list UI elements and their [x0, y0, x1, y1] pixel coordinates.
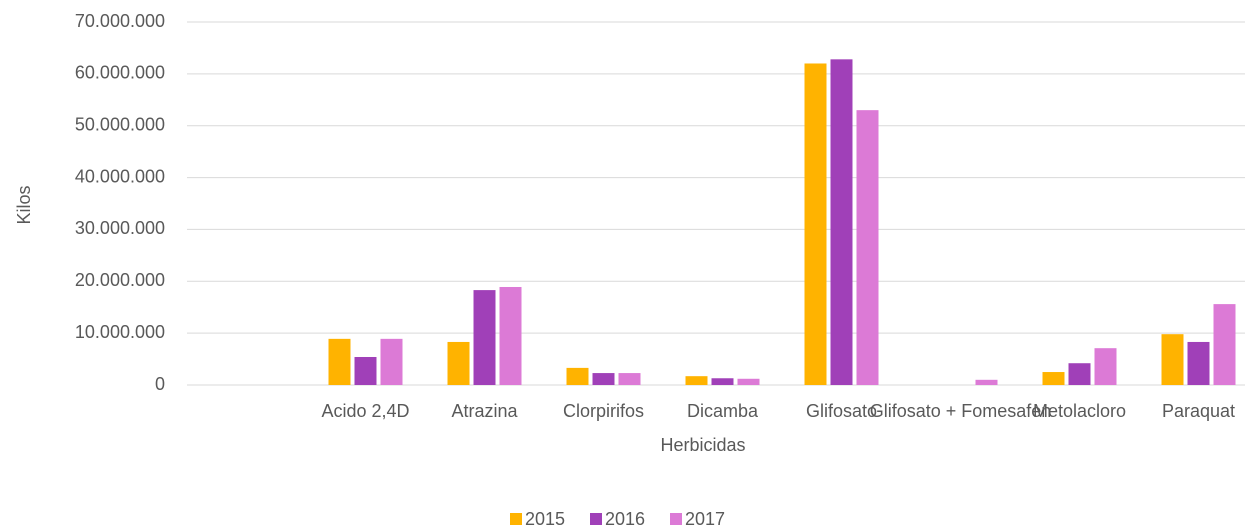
y-tick-label: 20.000.000	[75, 270, 165, 290]
bar	[592, 373, 615, 385]
bar	[447, 341, 470, 385]
x-tick-label: Clorpirifos	[563, 401, 644, 421]
x-tick-label: Atrazina	[451, 401, 518, 421]
bar	[856, 110, 879, 386]
bar	[1042, 372, 1065, 385]
bar	[711, 378, 734, 385]
bar	[328, 338, 351, 385]
bar	[354, 356, 377, 385]
bar	[1187, 341, 1210, 385]
y-tick-label: 0	[155, 374, 165, 394]
bar	[804, 63, 827, 385]
x-axis-title: Herbicidas	[660, 435, 745, 455]
bar	[1213, 304, 1236, 385]
bar	[499, 286, 522, 385]
legend-label: 2015	[525, 509, 565, 529]
y-tick-label: 60.000.000	[75, 63, 165, 83]
bar	[830, 59, 853, 385]
x-tick-label: Glifosato + Fomesafen	[870, 401, 1052, 421]
x-tick-label: Dicamba	[687, 401, 759, 421]
x-tick-label: Metolacloro	[1033, 401, 1126, 421]
bar	[1161, 334, 1184, 385]
legend-swatch	[510, 513, 522, 525]
legend-label: 2017	[685, 509, 725, 529]
y-tick-label: 50.000.000	[75, 114, 165, 134]
x-tick-label: Glifosato	[806, 401, 877, 421]
legend-label: 2016	[605, 509, 645, 529]
legend-swatch	[590, 513, 602, 525]
x-tick-label: Acido 2,4D	[321, 401, 409, 421]
y-tick-label: 10.000.000	[75, 322, 165, 342]
y-axis-title: Kilos	[14, 185, 34, 224]
bar	[618, 373, 641, 385]
y-tick-label: 70.000.000	[75, 11, 165, 31]
y-tick-label: 30.000.000	[75, 218, 165, 238]
legend-swatch	[670, 513, 682, 525]
y-tick-label: 40.000.000	[75, 166, 165, 186]
bar	[566, 367, 589, 385]
bar	[975, 379, 998, 385]
bar	[1068, 363, 1091, 385]
bar	[737, 378, 760, 385]
bar	[1094, 348, 1117, 385]
x-tick-label: Paraquat	[1162, 401, 1235, 421]
bar	[685, 376, 708, 385]
bar	[473, 290, 496, 385]
bar	[380, 338, 403, 385]
